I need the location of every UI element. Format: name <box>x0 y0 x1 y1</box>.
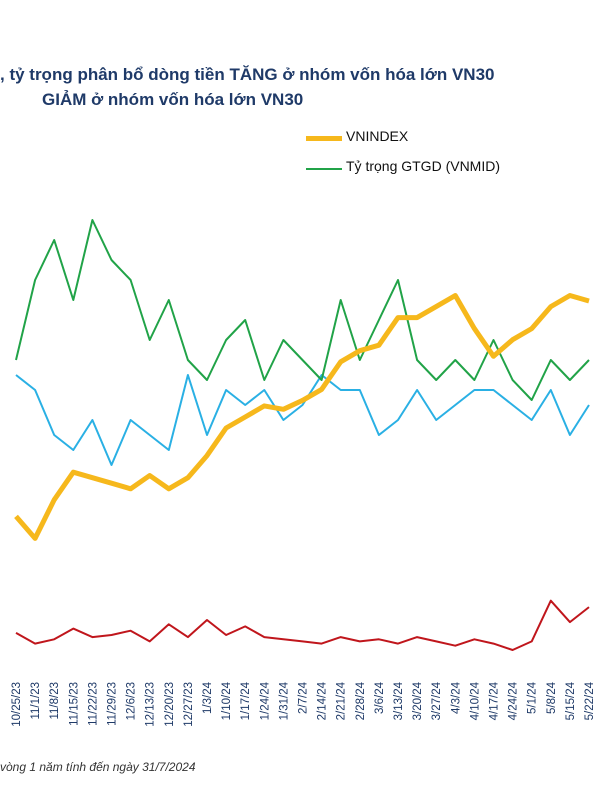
x-tick-label: 3/13/24 <box>393 681 405 720</box>
legend-label-vnmid: Tỷ trọng GTGD (VNMID) <box>346 158 501 174</box>
x-tick-label: 1/10/24 <box>221 681 233 720</box>
series-line-vnmid <box>15 219 590 401</box>
series-line-vnindex <box>14 293 590 541</box>
x-tick-label: 5/22/24 <box>584 681 596 720</box>
x-tick-label: 5/1/24 <box>527 681 539 714</box>
x-tick-label: 4/24/24 <box>508 681 520 720</box>
x-tick-label: 3/27/24 <box>431 681 443 720</box>
x-tick-label: 2/28/24 <box>355 681 367 720</box>
x-tick-label: 4/3/24 <box>450 681 462 714</box>
x-tick-label: 1/3/24 <box>202 681 214 714</box>
x-tick-label: 2/14/24 <box>317 681 329 720</box>
x-tick-label: 12/20/23 <box>164 682 176 727</box>
x-tick-label: 5/15/24 <box>565 681 577 720</box>
x-tick-label: 11/1/23 <box>30 682 42 720</box>
x-tick-label: 4/10/24 <box>469 681 481 720</box>
x-tick-label: 2/21/24 <box>336 681 348 720</box>
x-tick-label: 1/24/24 <box>259 681 271 720</box>
x-tick-label: 2/7/24 <box>298 681 310 714</box>
legend-label-vnindex: VNINDEX <box>346 128 409 144</box>
x-tick-label: 10/25/23 <box>11 682 23 727</box>
x-tick-label: 11/15/23 <box>68 682 80 726</box>
chart-title-line-2: GIẢM ở nhóm vốn hóa lớn VN30 <box>42 90 304 109</box>
x-tick-label: 3/6/24 <box>374 681 386 714</box>
x-tick-label: 4/17/24 <box>489 681 501 720</box>
chart-title-line-1: , tỷ trọng phân bổ dòng tiền TĂNG ở nhóm… <box>0 65 495 84</box>
x-tick-label: 11/29/23 <box>107 682 119 726</box>
legend-swatch-vnindex <box>306 136 342 141</box>
x-tick-label: 3/20/24 <box>412 681 424 720</box>
legend-swatch-vnmid <box>306 168 342 170</box>
x-tick-label: 12/6/23 <box>126 682 138 720</box>
x-tick-label: 12/13/23 <box>145 682 157 727</box>
x-tick-label: 11/8/23 <box>49 682 61 720</box>
series-line-red <box>15 599 590 651</box>
x-tick-label: 11/22/23 <box>87 682 99 726</box>
x-tick-label: 12/27/23 <box>183 682 195 727</box>
x-tick-label: 1/31/24 <box>278 681 290 720</box>
footer-note: vòng 1 năm tính đến ngày 31/7/2024 <box>0 760 196 774</box>
x-tick-label: 1/17/24 <box>240 681 252 720</box>
series-line-blue <box>15 374 590 466</box>
x-tick-label: 5/8/24 <box>546 681 558 714</box>
